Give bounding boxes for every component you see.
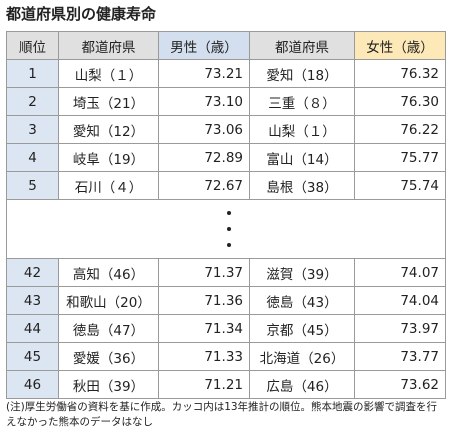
female-value-cell: 76.32 xyxy=(354,59,446,88)
table-row: 42 高知（46） 71.37 滋賀（39） 74.07 xyxy=(6,258,446,287)
rank-cell: 5 xyxy=(6,171,59,200)
rank-cell: 46 xyxy=(6,370,59,399)
vertical-ellipsis-icon xyxy=(226,205,232,253)
table-row: 45 愛媛（36） 71.33 北海道（26） 73.77 xyxy=(6,342,446,371)
female-value-cell: 73.62 xyxy=(354,370,446,399)
male-prefecture-cell: 和歌山（20） xyxy=(58,286,159,315)
header-male: 男性（歳） xyxy=(158,31,250,60)
male-prefecture-cell: 愛媛（36） xyxy=(58,342,159,371)
rank-cell: 1 xyxy=(6,59,59,88)
male-value-cell: 71.37 xyxy=(158,258,250,287)
male-value-cell: 72.67 xyxy=(158,171,250,200)
male-value-cell: 71.34 xyxy=(158,314,250,343)
male-prefecture-cell: 高知（46） xyxy=(58,258,159,287)
header-prefecture-female: 都道府県 xyxy=(249,31,355,60)
table-row: 1 山梨（１） 73.21 愛知（18） 76.32 xyxy=(6,59,446,88)
male-value-cell: 73.06 xyxy=(158,115,250,144)
male-prefecture-cell: 埼玉（21） xyxy=(58,87,159,116)
female-prefecture-cell: 徳島（43） xyxy=(249,286,355,315)
table-row: 4 岐阜（19） 72.89 富山（14） 75.77 xyxy=(6,143,446,172)
female-prefecture-cell: 三重（８） xyxy=(249,87,355,116)
female-prefecture-cell: 島根（38） xyxy=(249,171,355,200)
table-row: 3 愛知（12） 73.06 山梨（１） 76.22 xyxy=(6,115,446,144)
female-value-cell: 73.77 xyxy=(354,342,446,371)
health-life-expectancy-table: 順位 都道府県 男性（歳） 都道府県 女性（歳） 1 山梨（１） 73.21 愛… xyxy=(6,31,446,399)
footnote: (注)厚生労働省の資料を基に作成。カッコ内は13年推計の順位。熊本地震の影響で調… xyxy=(6,401,438,428)
male-prefecture-cell: 石川（４） xyxy=(58,171,159,200)
male-prefecture-cell: 山梨（１） xyxy=(58,59,159,88)
female-value-cell: 76.22 xyxy=(354,115,446,144)
header-female: 女性（歳） xyxy=(354,31,446,60)
female-value-cell: 76.30 xyxy=(354,87,446,116)
ellipsis-row xyxy=(6,199,446,259)
female-prefecture-cell: 北海道（26） xyxy=(249,342,355,371)
female-prefecture-cell: 富山（14） xyxy=(249,143,355,172)
male-prefecture-cell: 秋田（39） xyxy=(58,370,159,399)
page-title: 都道府県別の健康寿命 xyxy=(6,5,157,23)
table-row: 43 和歌山（20） 71.36 徳島（43） 74.04 xyxy=(6,286,446,315)
female-prefecture-cell: 愛知（18） xyxy=(249,59,355,88)
rank-cell: 2 xyxy=(6,87,59,116)
female-prefecture-cell: 広島（46） xyxy=(249,370,355,399)
male-prefecture-cell: 愛知（12） xyxy=(58,115,159,144)
female-value-cell: 73.97 xyxy=(354,314,446,343)
male-value-cell: 71.33 xyxy=(158,342,250,371)
rank-cell: 44 xyxy=(6,314,59,343)
table-header-row: 順位 都道府県 男性（歳） 都道府県 女性（歳） xyxy=(6,31,446,60)
header-rank: 順位 xyxy=(6,31,59,60)
rank-cell: 43 xyxy=(6,286,59,315)
male-value-cell: 71.36 xyxy=(158,286,250,315)
female-value-cell: 74.07 xyxy=(354,258,446,287)
female-prefecture-cell: 京都（45） xyxy=(249,314,355,343)
table-row: 46 秋田（39） 71.21 広島（46） 73.62 xyxy=(6,370,446,399)
female-prefecture-cell: 滋賀（39） xyxy=(249,258,355,287)
male-prefecture-cell: 徳島（47） xyxy=(58,314,159,343)
ellipsis-cell xyxy=(6,199,446,259)
table-row: 44 徳島（47） 71.34 京都（45） 73.97 xyxy=(6,314,446,343)
table-row: 5 石川（４） 72.67 島根（38） 75.74 xyxy=(6,171,446,200)
female-prefecture-cell: 山梨（１） xyxy=(249,115,355,144)
female-value-cell: 75.74 xyxy=(354,171,446,200)
rank-cell: 3 xyxy=(6,115,59,144)
rank-cell: 45 xyxy=(6,342,59,371)
male-value-cell: 73.21 xyxy=(158,59,250,88)
male-value-cell: 73.10 xyxy=(158,87,250,116)
rank-cell: 42 xyxy=(6,258,59,287)
rank-cell: 4 xyxy=(6,143,59,172)
male-prefecture-cell: 岐阜（19） xyxy=(58,143,159,172)
male-value-cell: 71.21 xyxy=(158,370,250,399)
header-prefecture-male: 都道府県 xyxy=(58,31,159,60)
female-value-cell: 75.77 xyxy=(354,143,446,172)
female-value-cell: 74.04 xyxy=(354,286,446,315)
table-row: 2 埼玉（21） 73.10 三重（８） 76.30 xyxy=(6,87,446,116)
male-value-cell: 72.89 xyxy=(158,143,250,172)
